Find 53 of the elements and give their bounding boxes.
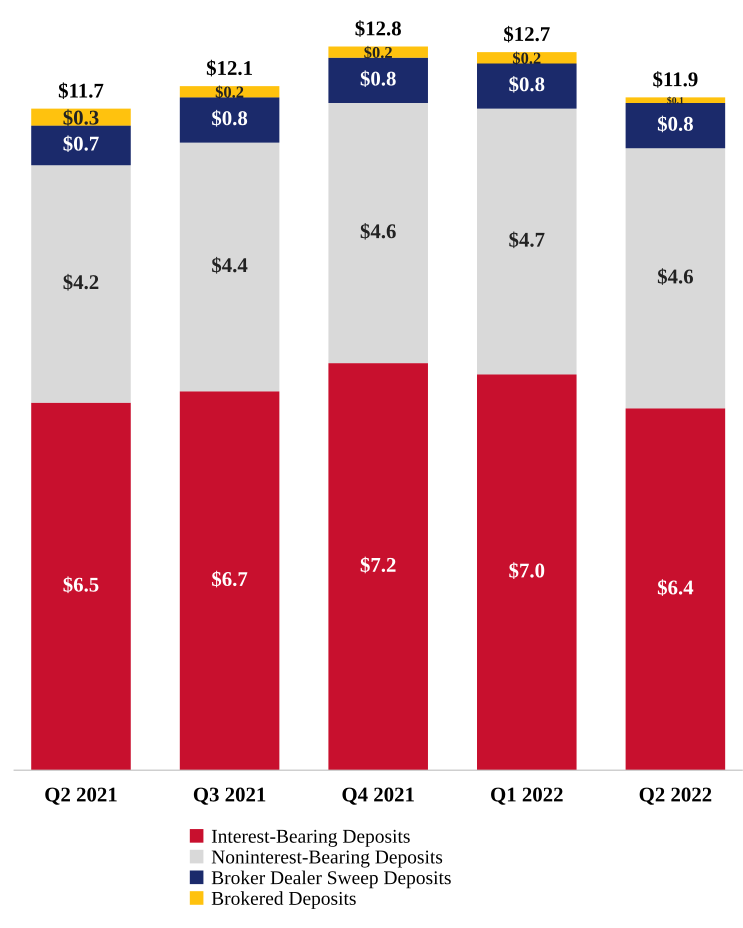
data-label: $0.1: [667, 96, 684, 104]
total-label: $11.7: [58, 82, 104, 100]
x-tick-label: Q4 2021: [342, 788, 414, 805]
bar: [31, 402, 131, 770]
bar: [328, 58, 428, 104]
bar: [180, 142, 280, 392]
x-tick-label: Q2 2022: [640, 788, 712, 805]
bar: [180, 86, 280, 98]
data-label: $6.4: [658, 579, 694, 596]
data-label: $6.5: [64, 576, 98, 594]
bar: [477, 52, 577, 64]
bar: [31, 126, 131, 166]
data-label: $4.4: [212, 256, 248, 274]
bar: [31, 165, 131, 403]
x-tick-label: Q2 2021: [45, 788, 117, 805]
data-label: $0.2: [216, 86, 244, 99]
bar: [477, 63, 577, 109]
data-label: $7.2: [360, 556, 396, 574]
bar: [180, 391, 280, 770]
bar: [626, 408, 726, 770]
bar: [626, 148, 726, 408]
legend-label: Interest-Bearing Deposits: [212, 830, 410, 847]
data-label: $4.2: [64, 274, 98, 291]
bar: [626, 97, 726, 104]
total-label: $12.8: [355, 20, 401, 37]
bar: [180, 97, 280, 143]
data-label: $0.8: [509, 76, 544, 93]
bar: [477, 108, 577, 374]
legend-label: Brokered Deposits: [212, 891, 356, 909]
data-label: $4.6: [658, 268, 694, 285]
bar: [328, 363, 428, 770]
data-label: $4.6: [360, 223, 396, 240]
x-tick-label: Q1 2022: [491, 788, 563, 805]
data-label: $0.8: [360, 70, 396, 88]
bar: [477, 374, 577, 770]
legend-label: Noninterest-Bearing Deposits: [212, 850, 442, 868]
data-label: $4.7: [509, 231, 545, 248]
data-label: $0.3: [64, 109, 99, 126]
x-tick-label: Q3 2021: [194, 788, 266, 805]
bar: [328, 46, 428, 58]
total-label: $12.7: [504, 26, 550, 43]
legend-label: Broker Dealer Sweep Deposits: [212, 870, 451, 888]
data-label: $0.7: [64, 135, 99, 152]
data-label: $0.2: [364, 46, 392, 60]
total-label: $11.9: [653, 71, 698, 88]
data-label: $0.2: [512, 52, 541, 65]
bar: [328, 103, 428, 364]
bar: [626, 103, 726, 148]
data-label: $0.8: [658, 116, 693, 132]
data-label: $0.8: [212, 110, 248, 127]
total-label: $12.1: [206, 60, 252, 76]
data-label: $6.7: [212, 570, 248, 588]
data-label: $7.0: [509, 562, 544, 579]
